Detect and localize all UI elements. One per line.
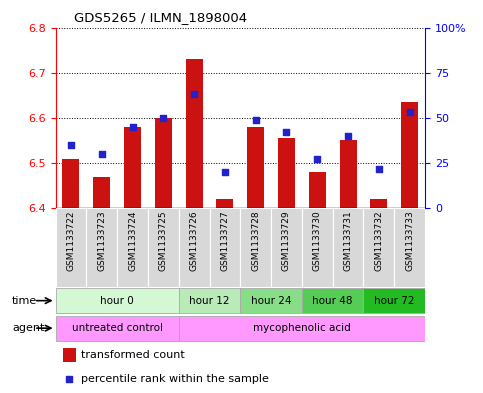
Bar bbox=[401, 102, 418, 208]
Bar bbox=[240, 288, 302, 313]
Bar bbox=[216, 199, 233, 208]
Text: GSM1133731: GSM1133731 bbox=[343, 211, 353, 272]
Text: hour 12: hour 12 bbox=[189, 296, 230, 306]
Text: GSM1133722: GSM1133722 bbox=[67, 211, 75, 271]
Text: GSM1133733: GSM1133733 bbox=[405, 211, 414, 272]
Bar bbox=[333, 208, 364, 287]
Bar bbox=[302, 208, 333, 287]
Point bbox=[313, 156, 321, 163]
Point bbox=[283, 129, 290, 136]
Text: GSM1133723: GSM1133723 bbox=[97, 211, 106, 271]
Bar bbox=[309, 172, 326, 208]
Bar bbox=[56, 288, 179, 313]
Text: transformed count: transformed count bbox=[82, 350, 185, 360]
Bar bbox=[271, 208, 302, 287]
Text: hour 72: hour 72 bbox=[374, 296, 414, 306]
Bar bbox=[210, 208, 240, 287]
Text: GSM1133724: GSM1133724 bbox=[128, 211, 137, 271]
Text: mycophenolic acid: mycophenolic acid bbox=[253, 323, 351, 333]
Bar bbox=[278, 138, 295, 208]
Bar bbox=[179, 288, 240, 313]
Bar bbox=[302, 288, 364, 313]
Text: GDS5265 / ILMN_1898004: GDS5265 / ILMN_1898004 bbox=[74, 11, 247, 24]
Bar bbox=[63, 348, 76, 362]
Point bbox=[98, 151, 106, 157]
Text: untreated control: untreated control bbox=[71, 323, 163, 333]
Point bbox=[221, 169, 229, 175]
Point bbox=[190, 91, 198, 97]
Bar bbox=[117, 208, 148, 287]
Bar bbox=[364, 288, 425, 313]
Bar bbox=[124, 127, 141, 208]
Bar bbox=[364, 208, 394, 287]
Point bbox=[128, 124, 136, 130]
Point bbox=[375, 165, 383, 172]
Point bbox=[67, 142, 75, 148]
Bar bbox=[247, 127, 264, 208]
Text: hour 48: hour 48 bbox=[313, 296, 353, 306]
Text: GSM1133729: GSM1133729 bbox=[282, 211, 291, 271]
Point bbox=[65, 376, 73, 382]
Bar bbox=[86, 208, 117, 287]
Text: GSM1133726: GSM1133726 bbox=[190, 211, 199, 271]
Point bbox=[344, 133, 352, 139]
Bar bbox=[62, 159, 79, 208]
Text: time: time bbox=[12, 296, 37, 306]
Point bbox=[159, 115, 167, 121]
Bar bbox=[370, 199, 387, 208]
Bar bbox=[179, 316, 425, 340]
Bar bbox=[93, 177, 110, 208]
Text: GSM1133725: GSM1133725 bbox=[159, 211, 168, 271]
Bar bbox=[179, 208, 210, 287]
Bar bbox=[240, 208, 271, 287]
Text: GSM1133727: GSM1133727 bbox=[220, 211, 229, 271]
Text: GSM1133732: GSM1133732 bbox=[374, 211, 384, 271]
Bar bbox=[155, 118, 172, 208]
Text: agent: agent bbox=[12, 323, 44, 333]
Bar bbox=[56, 208, 86, 287]
Text: GSM1133730: GSM1133730 bbox=[313, 211, 322, 272]
Bar bbox=[56, 316, 179, 340]
Text: hour 0: hour 0 bbox=[100, 296, 134, 306]
Bar bbox=[394, 208, 425, 287]
Text: percentile rank within the sample: percentile rank within the sample bbox=[82, 374, 270, 384]
Text: GSM1133728: GSM1133728 bbox=[251, 211, 260, 271]
Bar bbox=[185, 59, 202, 208]
Bar bbox=[148, 208, 179, 287]
Bar bbox=[340, 141, 356, 208]
Point bbox=[406, 109, 413, 116]
Point bbox=[252, 117, 259, 123]
Text: hour 24: hour 24 bbox=[251, 296, 291, 306]
